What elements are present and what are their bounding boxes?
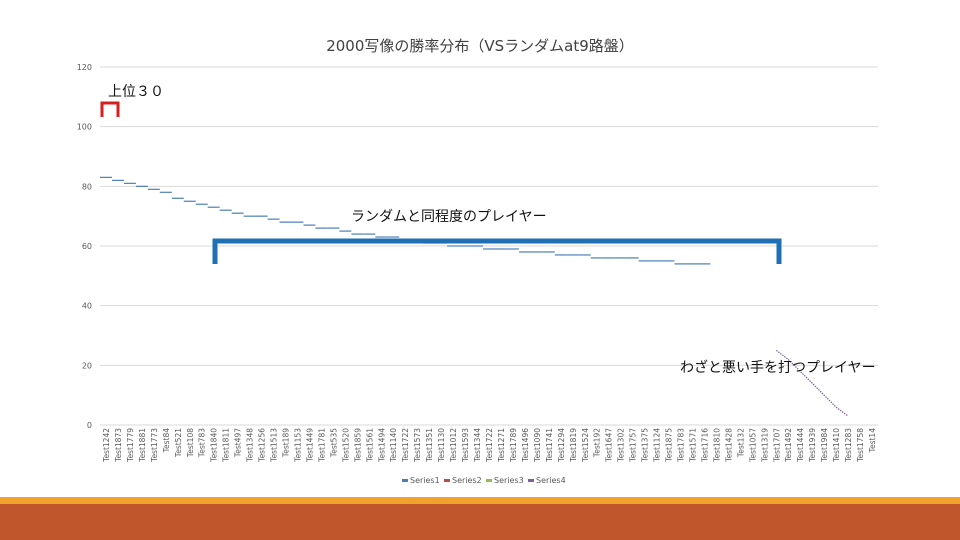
x-tick-label: Test1811 xyxy=(222,428,231,463)
gridlines xyxy=(100,66,878,426)
x-tick-label: Test1256 xyxy=(258,428,267,463)
x-tick-label: Test1494 xyxy=(377,428,386,463)
x-tick-label: Test1012 xyxy=(449,428,458,463)
chart-title: 2000写像の勝率分布（VSランダムat9路盤） xyxy=(326,37,634,55)
y-tick-label: 40 xyxy=(82,302,92,311)
x-tick-label: Test1716 xyxy=(700,428,709,463)
x-tick-label: Test1090 xyxy=(533,428,542,463)
legend-swatch xyxy=(528,479,534,482)
x-tick-label: Test1513 xyxy=(270,428,279,463)
y-tick-label: 100 xyxy=(77,123,92,132)
x-tick-label: Test1789 xyxy=(509,428,518,463)
x-tick-label: Test1722 xyxy=(485,428,494,463)
x-tick-label: Test1875 xyxy=(665,428,674,463)
x-tick-label: Test189 xyxy=(282,428,291,458)
x-tick-label: Test1757 xyxy=(629,428,638,463)
x-tick-label: Test1492 xyxy=(784,428,793,463)
x-tick-label: Test1773 xyxy=(150,428,159,463)
x-tick-label: Test1319 xyxy=(760,428,769,463)
x-tick-label: Test1283 xyxy=(844,428,853,463)
x-tick-label: Test108 xyxy=(186,428,195,458)
x-tick-label: Test1124 xyxy=(653,428,662,463)
legend-label: Series1 xyxy=(410,476,440,485)
random-level-label: ランダムと同程度のプレイヤー xyxy=(351,209,547,225)
series-line-series4 xyxy=(775,349,849,417)
x-tick-label: Test132 xyxy=(736,428,745,458)
x-tick-label: Test1984 xyxy=(820,428,829,463)
x-tick-label: Test1140 xyxy=(389,428,398,463)
x-tick-label: Test1758 xyxy=(856,428,865,463)
y-tick-label: 80 xyxy=(82,182,92,191)
x-tick-label: Test1707 xyxy=(772,428,781,463)
x-tick-label: Test1781 xyxy=(317,428,326,463)
y-tick-label: 120 xyxy=(77,63,92,72)
x-tick-label: Test1783 xyxy=(677,428,686,463)
x-tick-label: Test1819 xyxy=(569,428,578,463)
legend: Series1 Series2 Series3 Series4 xyxy=(402,476,566,485)
x-tick-label: Test521 xyxy=(174,428,183,458)
random-level-bracket xyxy=(212,238,782,264)
x-tick-label: Test1302 xyxy=(617,428,626,463)
x-tick-label: Test1573 xyxy=(413,428,422,463)
x-tick-label: Test497 xyxy=(234,428,243,458)
x-tick-label: Test1840 xyxy=(210,428,219,463)
legend-swatch xyxy=(444,479,450,482)
x-tick-label: Test1428 xyxy=(724,428,733,463)
series-lines xyxy=(100,176,849,417)
legend-swatch xyxy=(486,479,492,482)
x-tick-label: Test1859 xyxy=(353,428,362,463)
x-tick-label: Test1130 xyxy=(437,428,446,463)
x-tick-label: Test1294 xyxy=(557,428,566,463)
y-tick-label: 20 xyxy=(82,361,92,370)
footer-bar xyxy=(0,504,960,540)
x-tick-label: Test1496 xyxy=(521,428,530,463)
top30-label: 上位３０ xyxy=(108,84,164,100)
x-tick-label: Test783 xyxy=(198,428,207,458)
x-tick-label: Test192 xyxy=(593,428,602,458)
x-tick-label: Test1524 xyxy=(581,428,590,463)
x-tick-label: Test1873 xyxy=(114,428,123,463)
x-tick-label: Test1348 xyxy=(246,428,255,463)
x-tick-label: Test84 xyxy=(162,428,171,454)
x-tick-label: Test1351 xyxy=(425,428,434,463)
y-axis-ticks: 0 20 40 60 80 100 120 xyxy=(77,63,92,430)
x-tick-label: Test1881 xyxy=(138,428,147,463)
x-tick-label: Test1722 xyxy=(401,428,410,463)
x-tick-label: Test1741 xyxy=(545,428,554,463)
legend-swatch xyxy=(402,479,408,482)
x-tick-label: Test1271 xyxy=(497,428,506,463)
x-tick-label: Test1561 xyxy=(365,428,374,463)
x-tick-label: Test1647 xyxy=(605,428,614,463)
x-tick-label: Test1344 xyxy=(473,428,482,463)
footer-stripe xyxy=(0,497,960,504)
y-tick-label: 60 xyxy=(82,242,92,251)
x-tick-label: Test1593 xyxy=(461,428,470,463)
top30-bracket xyxy=(100,101,120,117)
legend-label: Series2 xyxy=(452,476,482,485)
x-tick-label: Test1939 xyxy=(808,428,817,463)
legend-label: Series4 xyxy=(536,476,566,485)
x-tick-label: Test535 xyxy=(329,428,338,458)
y-tick-label: 0 xyxy=(87,421,92,430)
x-axis-categories: Test1242 Test1873 Test1779 Test1881 Test1773… xyxy=(102,428,877,463)
x-tick-label: Test1444 xyxy=(796,428,805,463)
x-tick-label: Test1571 xyxy=(688,428,697,463)
legend-label: Series3 xyxy=(494,476,524,485)
x-tick-label: Test14 xyxy=(868,428,877,454)
x-tick-label: Test1375 xyxy=(641,428,650,463)
x-tick-label: Test1410 xyxy=(832,428,841,463)
x-tick-label: Test1520 xyxy=(341,428,350,463)
x-tick-label: Test1449 xyxy=(305,428,314,463)
x-tick-label: Test1810 xyxy=(712,428,721,463)
x-tick-label: Test1242 xyxy=(102,428,111,463)
bad-moves-label: わざと悪い手を打つプレイヤー xyxy=(680,359,876,376)
x-tick-label: Test1057 xyxy=(748,428,757,463)
x-tick-label: Test1153 xyxy=(293,428,302,463)
x-tick-label: Test1779 xyxy=(126,428,135,463)
